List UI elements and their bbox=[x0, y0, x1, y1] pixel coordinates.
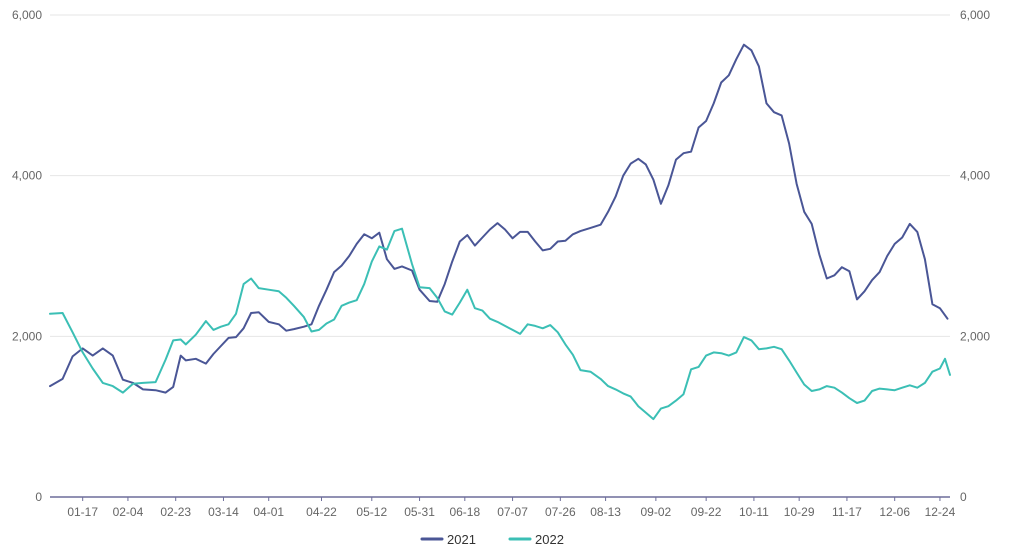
x-tick-label: 02-04 bbox=[113, 505, 144, 519]
grid-lines bbox=[50, 14, 950, 337]
y-axis-left: 0 2,000 4,000 6,000 bbox=[12, 8, 42, 504]
y-tick-label-right: 0 bbox=[960, 490, 967, 504]
x-tick-label: 11-17 bbox=[832, 505, 862, 519]
x-tick-label: 09-22 bbox=[691, 505, 722, 519]
y-tick-label-right: 2,000 bbox=[960, 329, 990, 343]
x-tick-label: 12-24 bbox=[925, 505, 956, 519]
legend-label-2022: 2022 bbox=[535, 532, 564, 547]
x-tick-label: 05-31 bbox=[404, 505, 435, 519]
x-axis: 01-17 02-04 02-23 03-14 04-01 04-22 05-12 05-31… bbox=[50, 496, 956, 519]
series-line-2022 bbox=[49, 227, 951, 421]
series-line-2021 bbox=[49, 43, 949, 394]
legend-label-2021: 2021 bbox=[447, 532, 476, 547]
x-tick-label: 07-07 bbox=[497, 505, 528, 519]
x-tick-label: 09-02 bbox=[641, 505, 672, 519]
series-group bbox=[49, 43, 951, 421]
y-tick-label-left: 0 bbox=[35, 490, 42, 504]
x-tick-label: 03-14 bbox=[208, 505, 239, 519]
x-tick-label: 12-06 bbox=[879, 505, 910, 519]
x-tick-label: 06-18 bbox=[449, 505, 480, 519]
x-tick-label: 01-17 bbox=[67, 505, 98, 519]
x-tick-label: 04-01 bbox=[253, 505, 284, 519]
y-tick-label-left: 6,000 bbox=[12, 8, 42, 22]
x-tick-label: 10-11 bbox=[739, 505, 769, 519]
x-tick-label: 02-23 bbox=[160, 505, 191, 519]
legend: 2021 2022 bbox=[420, 532, 564, 547]
y-axis-right: 0 2,000 4,000 6,000 bbox=[960, 8, 990, 504]
y-tick-label-right: 6,000 bbox=[960, 8, 990, 22]
y-tick-label-right: 4,000 bbox=[960, 169, 990, 183]
y-tick-label-left: 4,000 bbox=[12, 169, 42, 183]
y-tick-label-left: 2,000 bbox=[12, 329, 42, 343]
x-tick-label: 08-13 bbox=[590, 505, 621, 519]
x-tick-label: 07-26 bbox=[545, 505, 576, 519]
x-tick-label: 05-12 bbox=[356, 505, 387, 519]
x-tick-label: 10-29 bbox=[784, 505, 815, 519]
x-tick-label: 04-22 bbox=[306, 505, 337, 519]
